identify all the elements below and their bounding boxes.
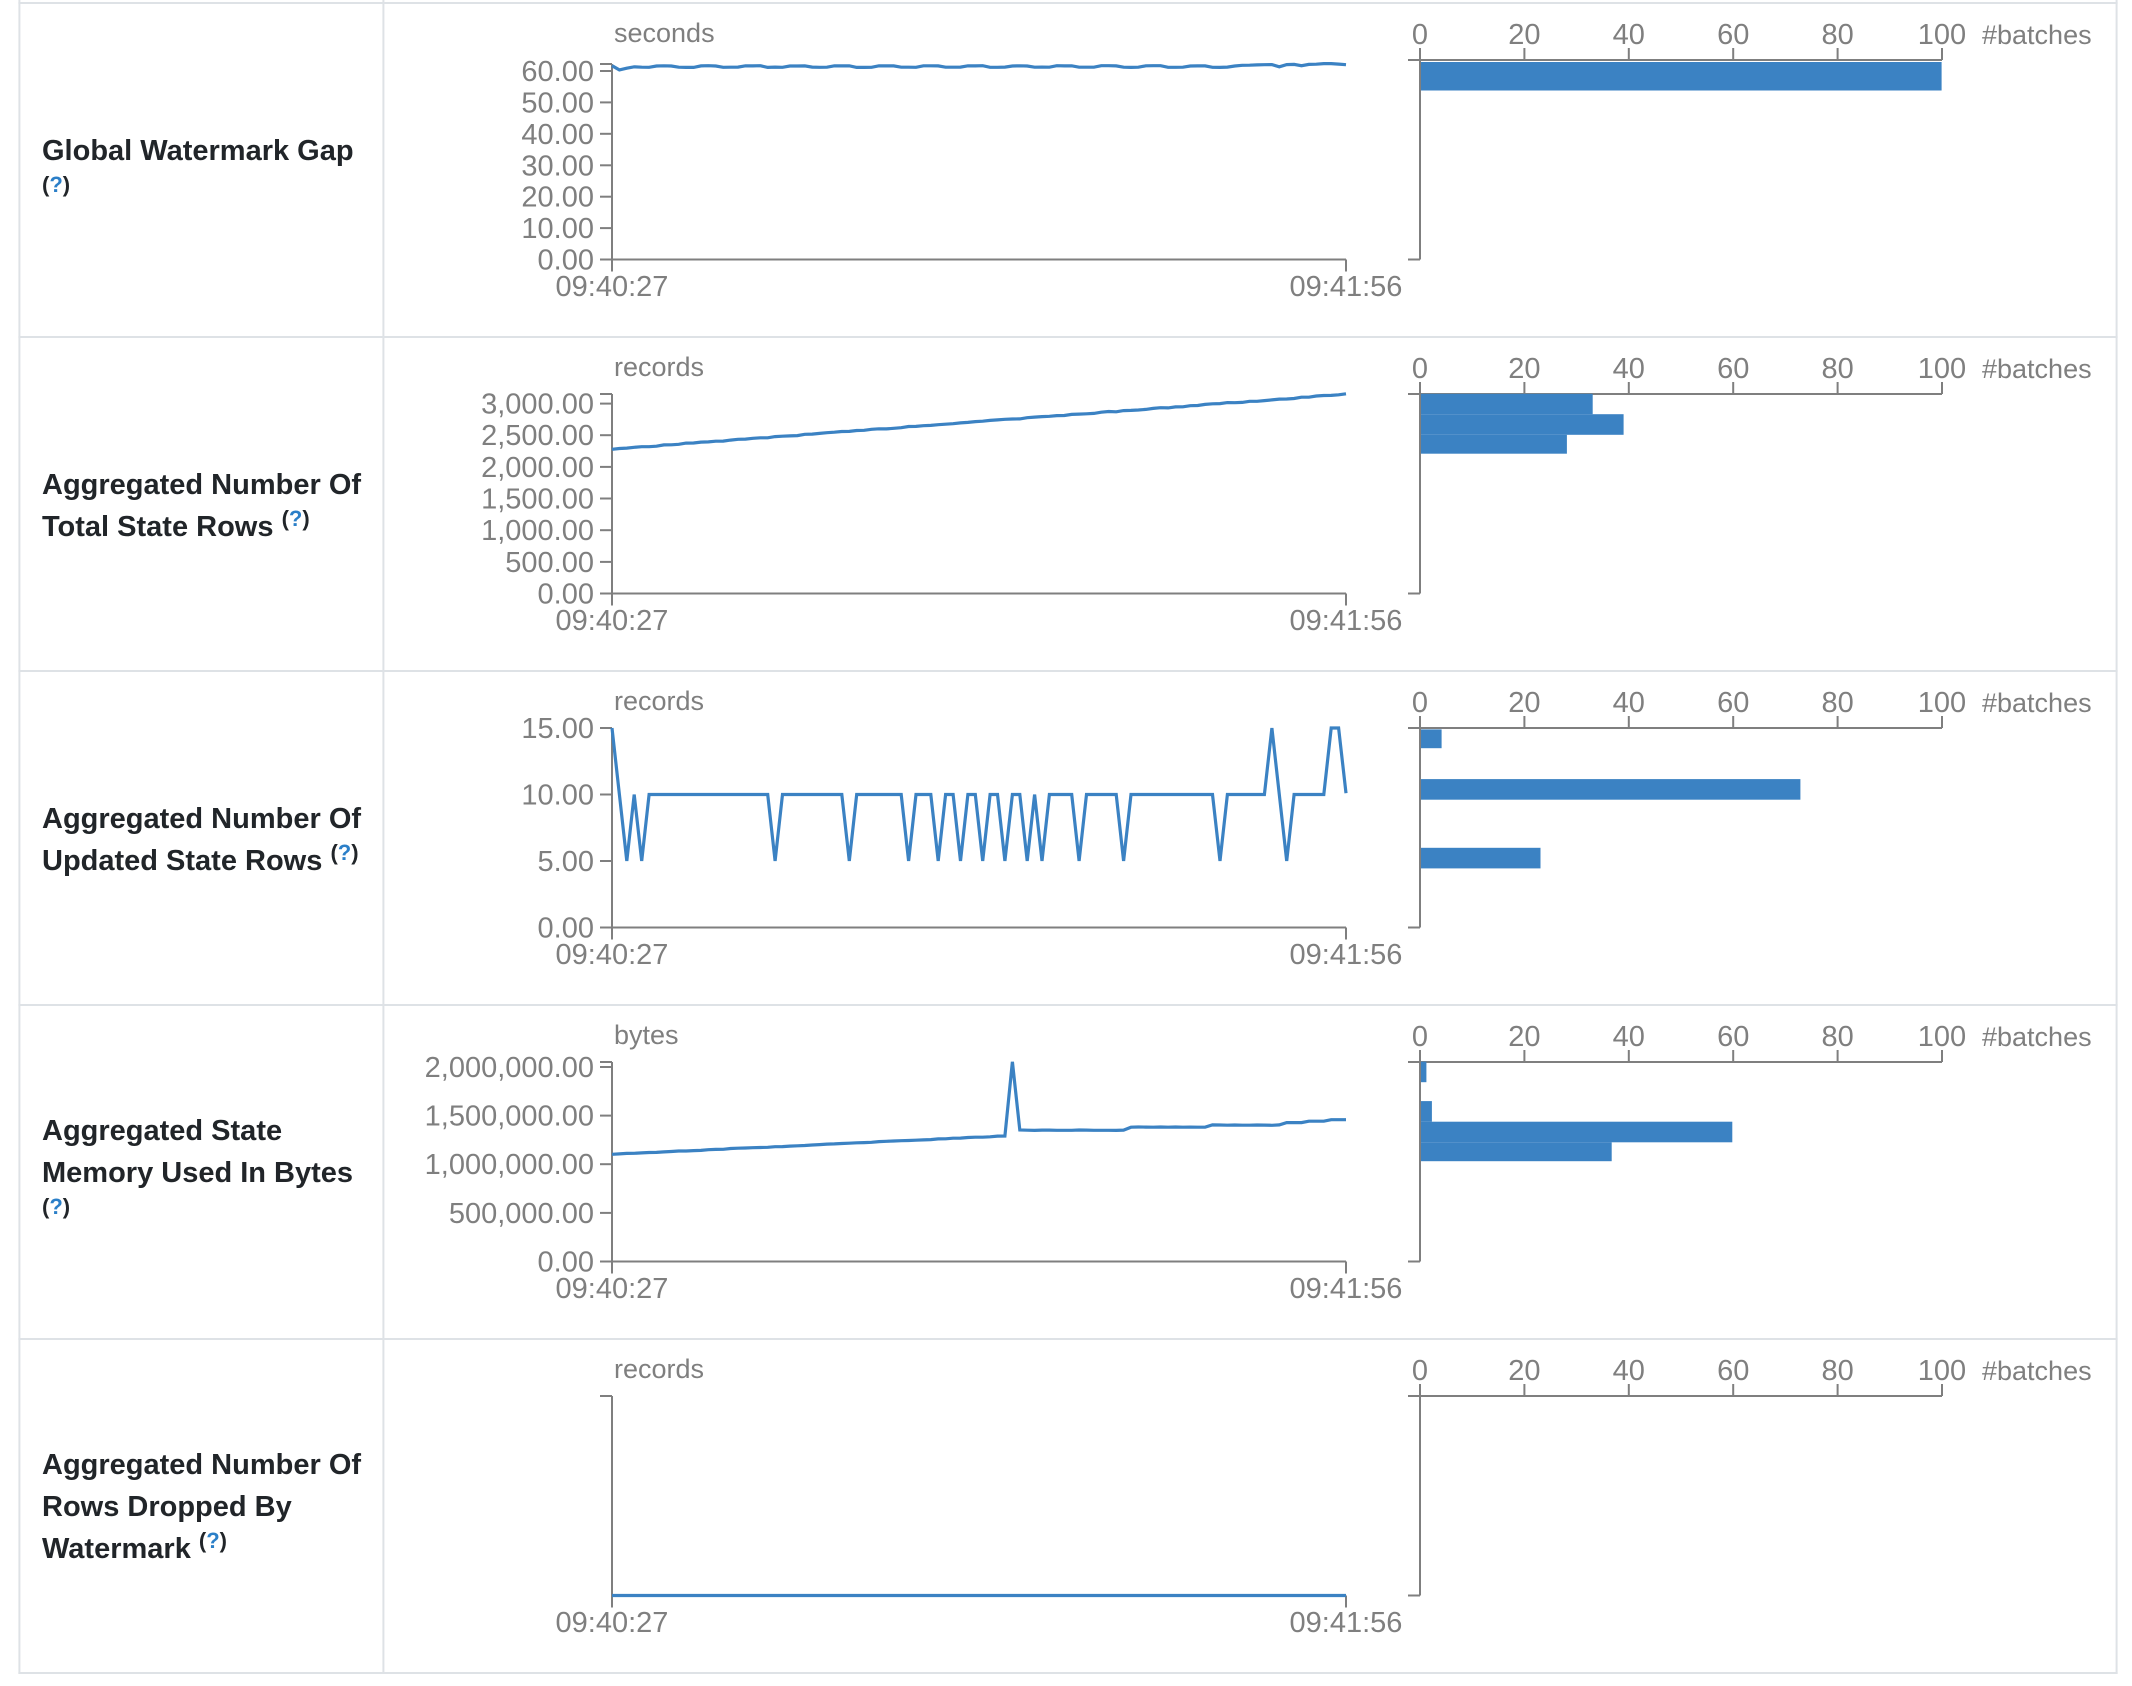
svg-text:50.00: 50.00	[521, 87, 594, 119]
svg-text:Global Watermark Gap: Global Watermark Gap	[42, 135, 354, 167]
svg-text:09:41:56: 09:41:56	[1290, 939, 1403, 971]
svg-text:(?): (?)	[42, 1194, 70, 1219]
svg-text:80: 80	[1821, 19, 1853, 51]
svg-text:Total State Rows (?): Total State Rows (?)	[42, 506, 310, 543]
svg-text:09:40:27: 09:40:27	[556, 271, 669, 303]
svg-text:09:40:27: 09:40:27	[556, 1273, 669, 1305]
svg-text:Watermark (?): Watermark (?)	[42, 1528, 227, 1565]
svg-text:20: 20	[1508, 1021, 1540, 1053]
svg-text:20.00: 20.00	[521, 182, 594, 214]
svg-text:0: 0	[1412, 1021, 1428, 1053]
svg-text:#batches: #batches	[1982, 20, 2092, 50]
svg-text:40: 40	[1613, 1021, 1645, 1053]
svg-text:20: 20	[1508, 1355, 1540, 1387]
svg-text:20: 20	[1508, 19, 1540, 51]
svg-text:80: 80	[1821, 687, 1853, 719]
svg-text:0: 0	[1412, 1355, 1428, 1387]
svg-text:09:41:56: 09:41:56	[1290, 271, 1403, 303]
svg-text:0.00: 0.00	[538, 579, 594, 611]
svg-text:records: records	[614, 352, 704, 382]
svg-text:Rows Dropped By: Rows Dropped By	[42, 1491, 292, 1523]
svg-text:#batches: #batches	[1982, 354, 2092, 384]
svg-text:500.00: 500.00	[505, 547, 594, 579]
svg-text:#batches: #batches	[1982, 688, 2092, 718]
svg-text:Aggregated State: Aggregated State	[42, 1115, 282, 1147]
svg-text:Aggregated Number Of: Aggregated Number Of	[42, 1449, 361, 1481]
svg-text:30.00: 30.00	[521, 150, 594, 182]
svg-text:40.00: 40.00	[521, 119, 594, 151]
svg-text:60: 60	[1717, 353, 1749, 385]
svg-text:09:41:56: 09:41:56	[1290, 605, 1403, 637]
svg-text:2,000,000.00: 2,000,000.00	[425, 1052, 594, 1084]
svg-text:100: 100	[1918, 1021, 1966, 1053]
svg-text:60.00: 60.00	[521, 56, 594, 88]
svg-text:60: 60	[1717, 1355, 1749, 1387]
svg-text:Aggregated Number Of: Aggregated Number Of	[42, 469, 361, 501]
svg-text:seconds: seconds	[614, 18, 715, 48]
svg-text:40: 40	[1613, 19, 1645, 51]
svg-text:09:41:56: 09:41:56	[1290, 1607, 1403, 1639]
svg-text:60: 60	[1717, 1021, 1749, 1053]
svg-text:2,000.00: 2,000.00	[481, 452, 594, 484]
svg-text:500,000.00: 500,000.00	[449, 1198, 594, 1230]
svg-text:(?): (?)	[42, 172, 70, 197]
svg-text:Aggregated Number Of: Aggregated Number Of	[42, 803, 361, 835]
svg-text:09:41:56: 09:41:56	[1290, 1273, 1403, 1305]
svg-text:40: 40	[1613, 353, 1645, 385]
svg-text:40: 40	[1613, 687, 1645, 719]
svg-text:1,500.00: 1,500.00	[481, 484, 594, 516]
svg-text:80: 80	[1821, 1021, 1853, 1053]
svg-text:80: 80	[1821, 1355, 1853, 1387]
svg-text:0.00: 0.00	[538, 1247, 594, 1279]
svg-text:3,000.00: 3,000.00	[481, 389, 594, 421]
svg-text:Memory Used In Bytes: Memory Used In Bytes	[42, 1157, 353, 1189]
svg-text:09:40:27: 09:40:27	[556, 939, 669, 971]
svg-text:bytes: bytes	[614, 1020, 679, 1050]
svg-text:1,000.00: 1,000.00	[481, 515, 594, 547]
svg-text:10.00: 10.00	[521, 780, 594, 812]
svg-text:80: 80	[1821, 353, 1853, 385]
svg-text:1,000,000.00: 1,000,000.00	[425, 1149, 594, 1181]
svg-text:0: 0	[1412, 353, 1428, 385]
svg-text:records: records	[614, 686, 704, 716]
svg-text:40: 40	[1613, 1355, 1645, 1387]
svg-text:09:40:27: 09:40:27	[556, 1607, 669, 1639]
svg-text:100: 100	[1918, 19, 1966, 51]
svg-text:records: records	[614, 1354, 704, 1384]
svg-text:0: 0	[1412, 687, 1428, 719]
svg-text:0.00: 0.00	[538, 913, 594, 945]
svg-text:100: 100	[1918, 1355, 1966, 1387]
svg-text:15.00: 15.00	[521, 713, 594, 745]
svg-text:#batches: #batches	[1982, 1356, 2092, 1386]
svg-text:20: 20	[1508, 353, 1540, 385]
svg-text:2,500.00: 2,500.00	[481, 420, 594, 452]
svg-text:60: 60	[1717, 687, 1749, 719]
svg-text:100: 100	[1918, 353, 1966, 385]
svg-text:Updated State Rows (?): Updated State Rows (?)	[42, 840, 359, 877]
svg-text:60: 60	[1717, 19, 1749, 51]
svg-text:0: 0	[1412, 19, 1428, 51]
svg-text:20: 20	[1508, 687, 1540, 719]
svg-text:1,500,000.00: 1,500,000.00	[425, 1101, 594, 1133]
svg-text:09:40:27: 09:40:27	[556, 605, 669, 637]
svg-text:0.00: 0.00	[538, 245, 594, 277]
svg-text:100: 100	[1918, 687, 1966, 719]
svg-text:5.00: 5.00	[538, 846, 594, 878]
svg-text:10.00: 10.00	[521, 213, 594, 245]
svg-text:#batches: #batches	[1982, 1022, 2092, 1052]
